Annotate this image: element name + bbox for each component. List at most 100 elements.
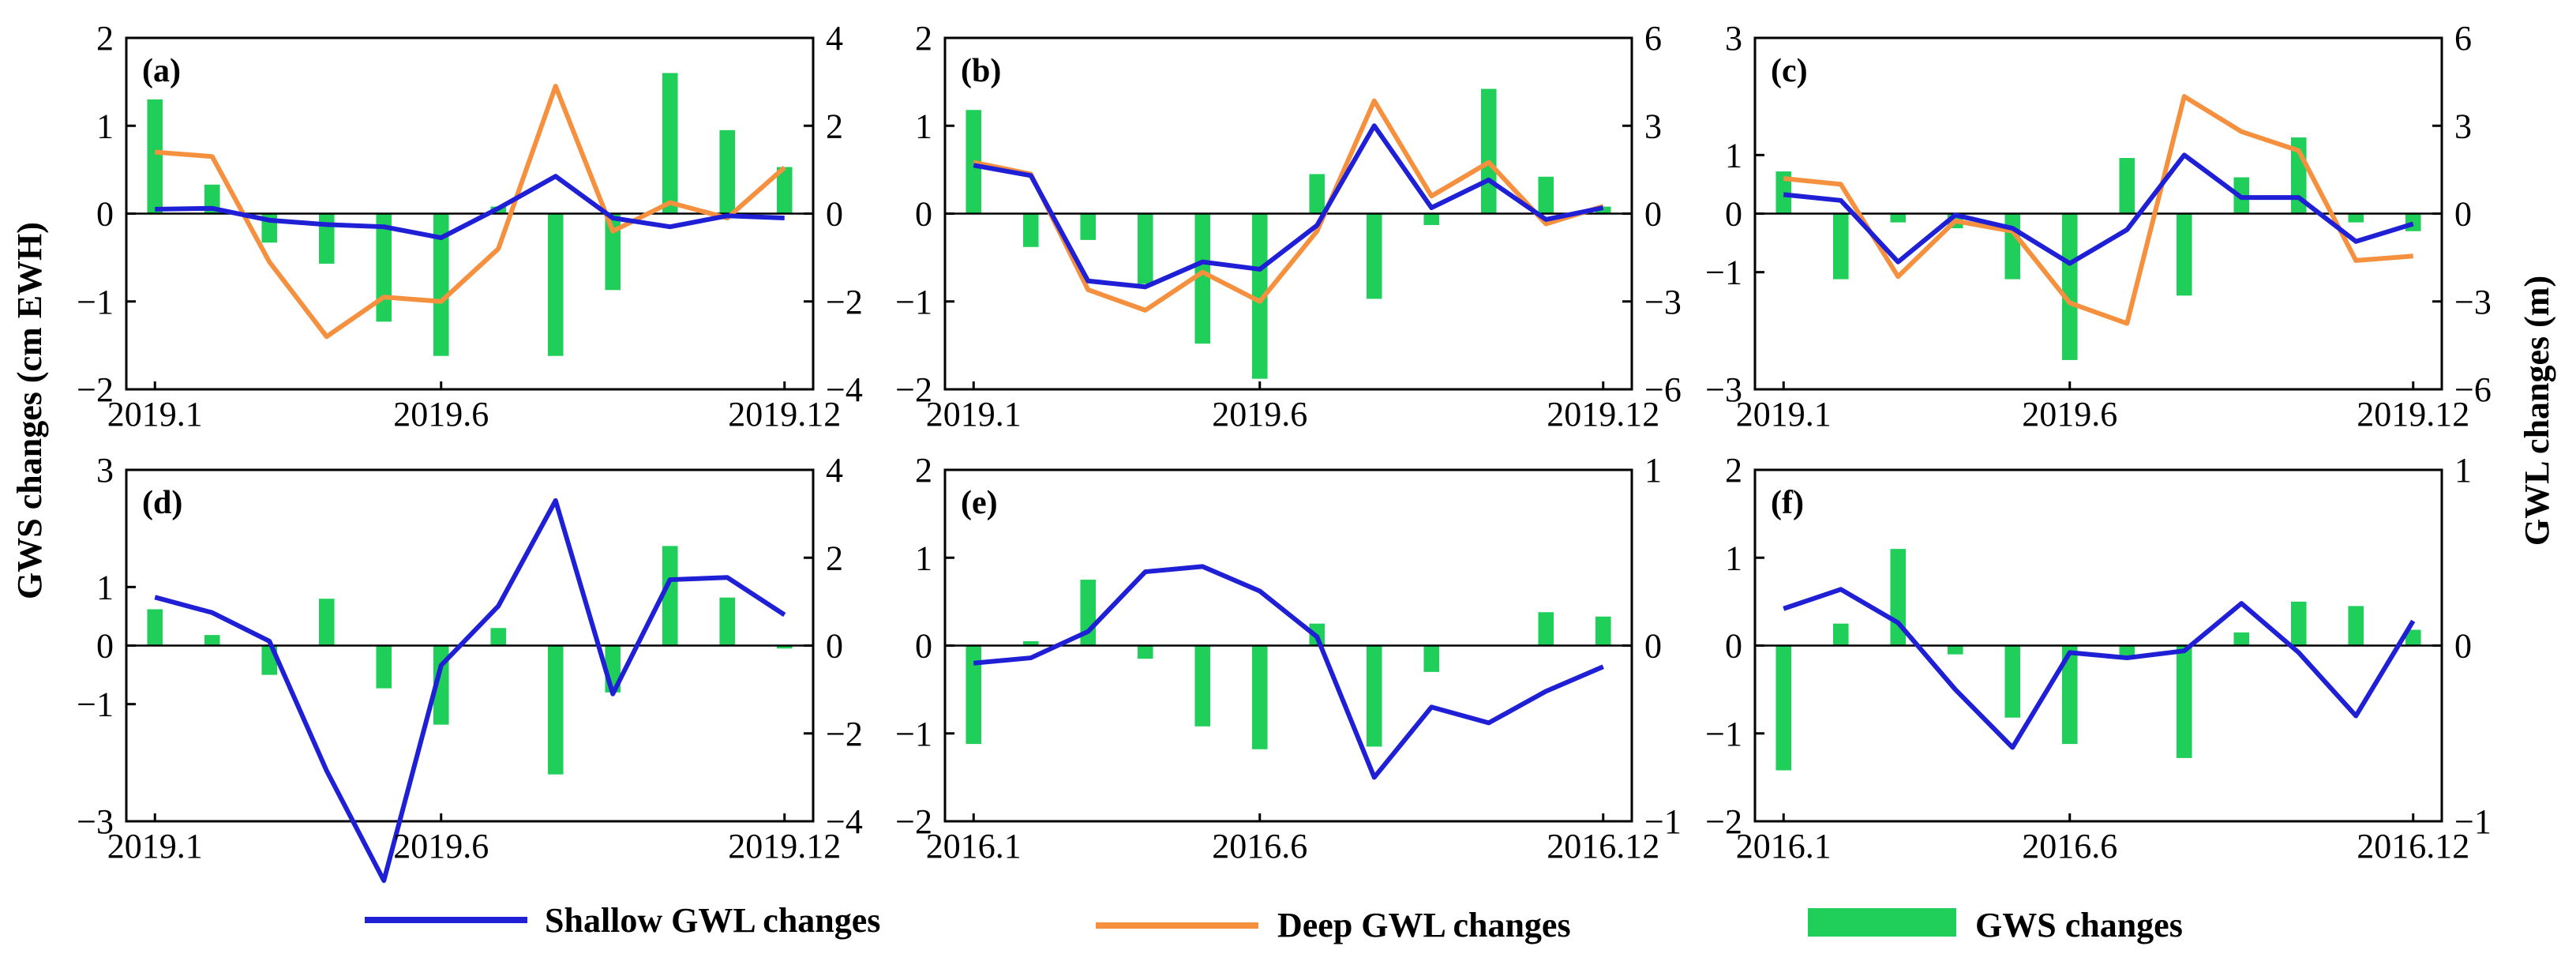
panel-a-right-tick-2: 2 — [826, 107, 843, 145]
panel-c-right-tick-2: 3 — [2454, 107, 2472, 145]
panel-f-gws-bar-4 — [1947, 645, 1963, 655]
panel-d-gws-bar-6 — [433, 645, 449, 725]
panel-c-x-tick-2: 2019.6 — [2022, 395, 2117, 434]
panel-c-deep-line — [1783, 94, 2413, 326]
panel-e-left-tick-5: −2 — [895, 802, 932, 841]
panel-d-right-tick-1: 4 — [826, 451, 843, 490]
panel-b-x-tick-3: 2019.12 — [1547, 395, 1659, 434]
panel-f-left-tick-1: 2 — [1725, 451, 1742, 490]
panel-e-gws-bar-5 — [1194, 645, 1211, 727]
panel-a-left-tick-3: 0 — [96, 195, 114, 234]
panel-a-right-tick-4: −2 — [826, 283, 863, 321]
panel-c-left-tick-1: 3 — [1725, 19, 1742, 58]
panel-d: 3 1 0 −1 −3 4 2 0 −2 −4 2019.1 2019.6 2019.12 (d) — [77, 451, 863, 884]
panel-d-x-tick-1: 2019.1 — [107, 827, 203, 865]
panel-e-x-tick-1: 2016.1 — [926, 827, 1022, 865]
panel-b-x-tick-1: 2019.1 — [926, 395, 1022, 434]
panel-f-label: (f) — [1771, 485, 1804, 521]
panel-b-right-tick-1: 6 — [1644, 19, 1662, 58]
panel-b-deep-line — [973, 98, 1604, 313]
panel-d-shallow-line — [154, 498, 786, 884]
panel-b-gws-bar-2 — [1022, 213, 1039, 247]
panel-a-gws-bar-8 — [547, 213, 564, 356]
panel-c-right-tick-1: 6 — [2454, 19, 2472, 58]
panel-d-gws-bar-1 — [147, 609, 163, 646]
legend-gws-swatch — [1808, 908, 1956, 937]
panel-e-gws-bar-12 — [1595, 616, 1611, 646]
panel-a-right-tick-1: 4 — [826, 19, 843, 58]
panel-e-x-tick-2: 2016.6 — [1212, 827, 1307, 865]
panel-e-gws-bar-11 — [1538, 612, 1554, 646]
panel-c-x-tick-3: 2019.12 — [2357, 395, 2469, 434]
panel-d-right-tick-5: −4 — [826, 802, 863, 841]
panel-f-x-tick-3: 2016.12 — [2357, 827, 2469, 865]
panel-f-right-tick-1: 1 — [2454, 451, 2472, 490]
panel-a-x-tick-1: 2019.1 — [107, 395, 203, 434]
panel-a-gws-bar-6 — [433, 213, 449, 356]
panel-c-right-tick-5: −6 — [2454, 370, 2492, 409]
panel-a-gws-bar-1 — [147, 99, 163, 214]
panel-d-gws-bar-8 — [547, 645, 564, 775]
panel-d-gws-bar-2 — [204, 635, 220, 646]
panel-d-left-tick-5: −3 — [77, 802, 114, 841]
panel-a-x-tick-2: 2019.6 — [393, 395, 489, 434]
panel-d-left-tick-4: −1 — [77, 685, 114, 724]
panel-f-gws-bar-2 — [1832, 623, 1849, 646]
panel-f-right-tick-3: −1 — [2454, 802, 2492, 841]
panel-c-gws-bar-8 — [2176, 213, 2192, 296]
panel-c-x-tick-1: 2019.1 — [1736, 395, 1832, 434]
panel-a-gws-bar-11 — [719, 130, 736, 214]
panel-f-gws-bar-6 — [2061, 645, 2078, 745]
panel-d-left-tick-1: 3 — [96, 451, 114, 490]
panel-b-gws-bar-7 — [1309, 174, 1325, 214]
panel-d-right-tick-2: 2 — [826, 539, 843, 577]
panel-c-gws-bar-3 — [1890, 213, 1907, 223]
panel-b: 2 1 0 −1 −2 6 3 0 −3 −6 2019.1 2019.6 2019.12 (b) — [895, 19, 1682, 434]
panel-a-gws-bar-12 — [776, 167, 793, 214]
panel-a-gws-bar-4 — [318, 213, 335, 264]
panel-e-x-tick-3: 2016.12 — [1547, 827, 1659, 865]
panel-b-left-tick-2: 1 — [915, 107, 932, 145]
panel-c: 3 1 0 −1 −3 6 3 0 −3 −6 2019.1 2019.6 2019.12 (c) — [1705, 19, 2492, 434]
panel-f-left-tick-3: 0 — [1725, 627, 1742, 666]
panel-d-x-tick-2: 2019.6 — [393, 827, 489, 865]
panel-b-label: (b) — [961, 53, 1001, 89]
panel-c-left-tick-4: −1 — [1705, 253, 1742, 292]
panel-e-right-tick-3: −1 — [1644, 802, 1682, 841]
panel-e-right-tick-2: 0 — [1644, 627, 1662, 666]
panel-f-gws-bar-12 — [2405, 629, 2421, 646]
panel-b-left-tick-5: −2 — [895, 370, 932, 409]
panel-b-left-tick-4: −1 — [895, 283, 932, 321]
panel-c-gws-bar-6 — [2061, 213, 2078, 360]
panel-f-x-tick-1: 2016.1 — [1736, 827, 1832, 865]
panel-e-right-tick-1: 1 — [1644, 451, 1662, 490]
panel-e-left-tick-2: 1 — [915, 539, 932, 577]
panel-e-shallow-line — [973, 564, 1604, 780]
panel-f-left-tick-2: 1 — [1725, 539, 1742, 577]
panel-c-gws-bar-11 — [2348, 213, 2364, 223]
panel-c-left-tick-2: 1 — [1725, 136, 1742, 175]
panel-d-gws-bar-5 — [376, 645, 392, 689]
legend: Shallow GWL changes Deep GWL changes GWS… — [365, 901, 2183, 944]
panel-b-right-tick-4: −3 — [1644, 283, 1682, 321]
panel-a: 2 1 0 −1 −2 4 2 0 −2 −4 2019.1 2019.6 2019.12 (a) — [77, 19, 863, 434]
panel-f-gws-bar-8 — [2176, 645, 2192, 758]
panel-e-gws-bar-8 — [1366, 645, 1382, 747]
panel-a-deep-line — [155, 84, 786, 340]
panel-d-left-tick-2: 1 — [96, 568, 114, 606]
panel-b-x-tick-2: 2019.6 — [1212, 395, 1307, 434]
panel-e: 2 1 0 −1 −2 1 0 −1 2016.1 2016.6 2016.12 (e) — [895, 451, 1682, 865]
panel-f-gws-bar-5 — [2004, 645, 2021, 718]
panel-c-left-tick-3: 0 — [1725, 195, 1742, 234]
panel-c-gws-bar-1 — [1775, 171, 1792, 214]
panel-e-gws-bar-1 — [966, 645, 982, 745]
panel-a-left-tick-2: 1 — [96, 107, 114, 145]
panel-c-right-tick-3: 0 — [2454, 195, 2472, 234]
panel-f-left-tick-4: −1 — [1705, 715, 1742, 753]
y-right-title: GWL changes (m) — [2518, 276, 2556, 546]
panel-d-gws-bar-7 — [490, 628, 507, 646]
panel-e-left-tick-1: 2 — [915, 451, 932, 490]
panel-e-gws-bar-9 — [1423, 645, 1440, 672]
panel-c-left-tick-5: −3 — [1705, 370, 1742, 409]
